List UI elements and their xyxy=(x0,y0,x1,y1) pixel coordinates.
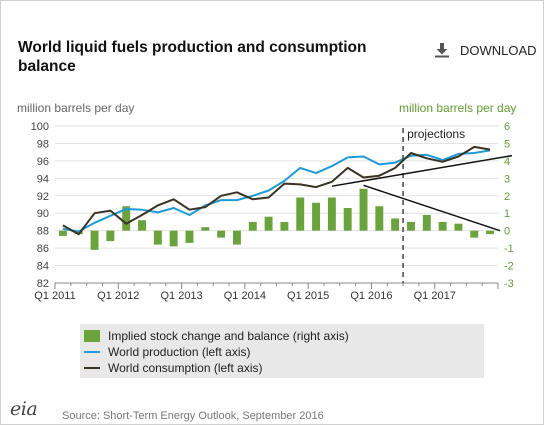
legend-swatch-production xyxy=(84,351,100,353)
stock-change-bar xyxy=(90,230,99,250)
right-tick-label: -1 xyxy=(504,243,514,255)
stock-change-bar xyxy=(296,197,305,231)
grid-lines xyxy=(55,125,498,284)
stock-change-bar xyxy=(359,188,368,231)
left-tick-label: 94 xyxy=(37,173,49,185)
stock-change-bar xyxy=(58,230,67,236)
x-tick-label: Q1 2013 xyxy=(160,290,202,302)
right-tick-label: 6 xyxy=(504,121,510,133)
stock-change-bar xyxy=(264,216,273,231)
legend: Implied stock change and balance (right … xyxy=(80,324,484,378)
stock-change-bar xyxy=(391,218,400,231)
stock-change-bar xyxy=(122,206,131,231)
x-tick-label: Q1 2015 xyxy=(287,290,329,302)
right-tick-label: 2 xyxy=(504,191,510,203)
stock-change-bar xyxy=(327,197,336,231)
left-tick-label: 92 xyxy=(37,191,49,203)
annotations: projections xyxy=(331,127,513,283)
x-tick-label: Q1 2014 xyxy=(224,290,266,302)
right-axis-unit: million barrels per day xyxy=(399,101,517,115)
left-tick-label: 100 xyxy=(31,121,49,133)
left-tick-label: 96 xyxy=(37,156,49,168)
projections-label: projections xyxy=(407,127,465,141)
legend-label: World production (left axis) xyxy=(108,345,251,359)
stock-change-bar xyxy=(217,230,226,238)
eia-logo: eia xyxy=(10,398,38,420)
right-tick-label: 3 xyxy=(504,173,510,185)
x-tick-label: Q1 2016 xyxy=(350,290,392,302)
right-tick-label: 5 xyxy=(504,138,510,150)
legend-swatch-bar xyxy=(84,330,100,342)
left-tick-label: 82 xyxy=(37,278,49,290)
download-label: DOWNLOAD xyxy=(460,42,537,58)
legend-item-stock-change: Implied stock change and balance (right … xyxy=(84,329,349,343)
stock-change-bar xyxy=(138,220,146,231)
right-tick-label: 0 xyxy=(504,226,510,238)
left-tick-label: 84 xyxy=(37,261,49,273)
stock-change-bar xyxy=(422,214,431,231)
right-tick-label: -2 xyxy=(504,261,514,273)
stock-change-bar xyxy=(438,221,447,231)
legend-item-consumption: World consumption (left axis) xyxy=(84,361,263,375)
stock-change-bar xyxy=(470,230,479,238)
series-lines xyxy=(62,145,491,236)
stock-change-bar xyxy=(375,206,384,231)
stock-change-bar xyxy=(312,202,321,231)
stock-change-bar xyxy=(486,230,495,235)
consumption-line xyxy=(62,145,491,236)
stock-change-bar xyxy=(201,227,210,231)
stock-change-bar xyxy=(454,223,463,231)
trend-line-lower xyxy=(363,184,501,232)
right-tick-label: -3 xyxy=(504,278,514,290)
stock-change-bar xyxy=(248,221,257,231)
right-tick-label: 1 xyxy=(504,208,510,220)
x-tick-label: Q1 2011 xyxy=(34,290,75,302)
legend-label: World consumption (left axis) xyxy=(108,361,263,375)
x-tick-label: Q1 2012 xyxy=(97,290,139,302)
left-tick-label: 98 xyxy=(37,138,49,150)
left-tick-label: 90 xyxy=(37,208,49,220)
legend-item-production: World production (left axis) xyxy=(84,345,251,359)
legend-label: Implied stock change and balance (right … xyxy=(108,329,349,343)
stock-change-bar xyxy=(185,230,194,243)
legend-swatch-consumption xyxy=(84,367,100,369)
stock-change-bar xyxy=(106,230,115,242)
chart-title: World liquid fuels production and consum… xyxy=(18,39,367,75)
axes: 82 84 86 88 90 92 94 96 98 100 -3 -2 -1 0 1 2 3 4 5 6 Q1 201… xyxy=(31,121,514,302)
stock-change-bar xyxy=(232,230,241,245)
stock-change-bar xyxy=(153,230,162,245)
x-tick-label: Q1 2017 xyxy=(414,290,456,302)
left-axis-unit: million barrels per day xyxy=(17,101,135,115)
right-tick-label: 4 xyxy=(504,156,510,168)
source-note: Source: Short-Term Energy Outlook, Septe… xyxy=(62,410,324,422)
stock-change-bar xyxy=(343,207,352,231)
left-tick-label: 88 xyxy=(37,226,49,238)
stock-change-bars xyxy=(58,188,495,250)
left-tick-label: 86 xyxy=(37,243,49,255)
stock-change-bar xyxy=(407,221,415,231)
stock-change-bar xyxy=(169,230,178,247)
trend-line-upper xyxy=(331,154,513,187)
download-icon xyxy=(435,43,449,58)
stock-change-bar xyxy=(280,221,289,231)
download-button[interactable]: DOWNLOAD xyxy=(434,42,537,58)
